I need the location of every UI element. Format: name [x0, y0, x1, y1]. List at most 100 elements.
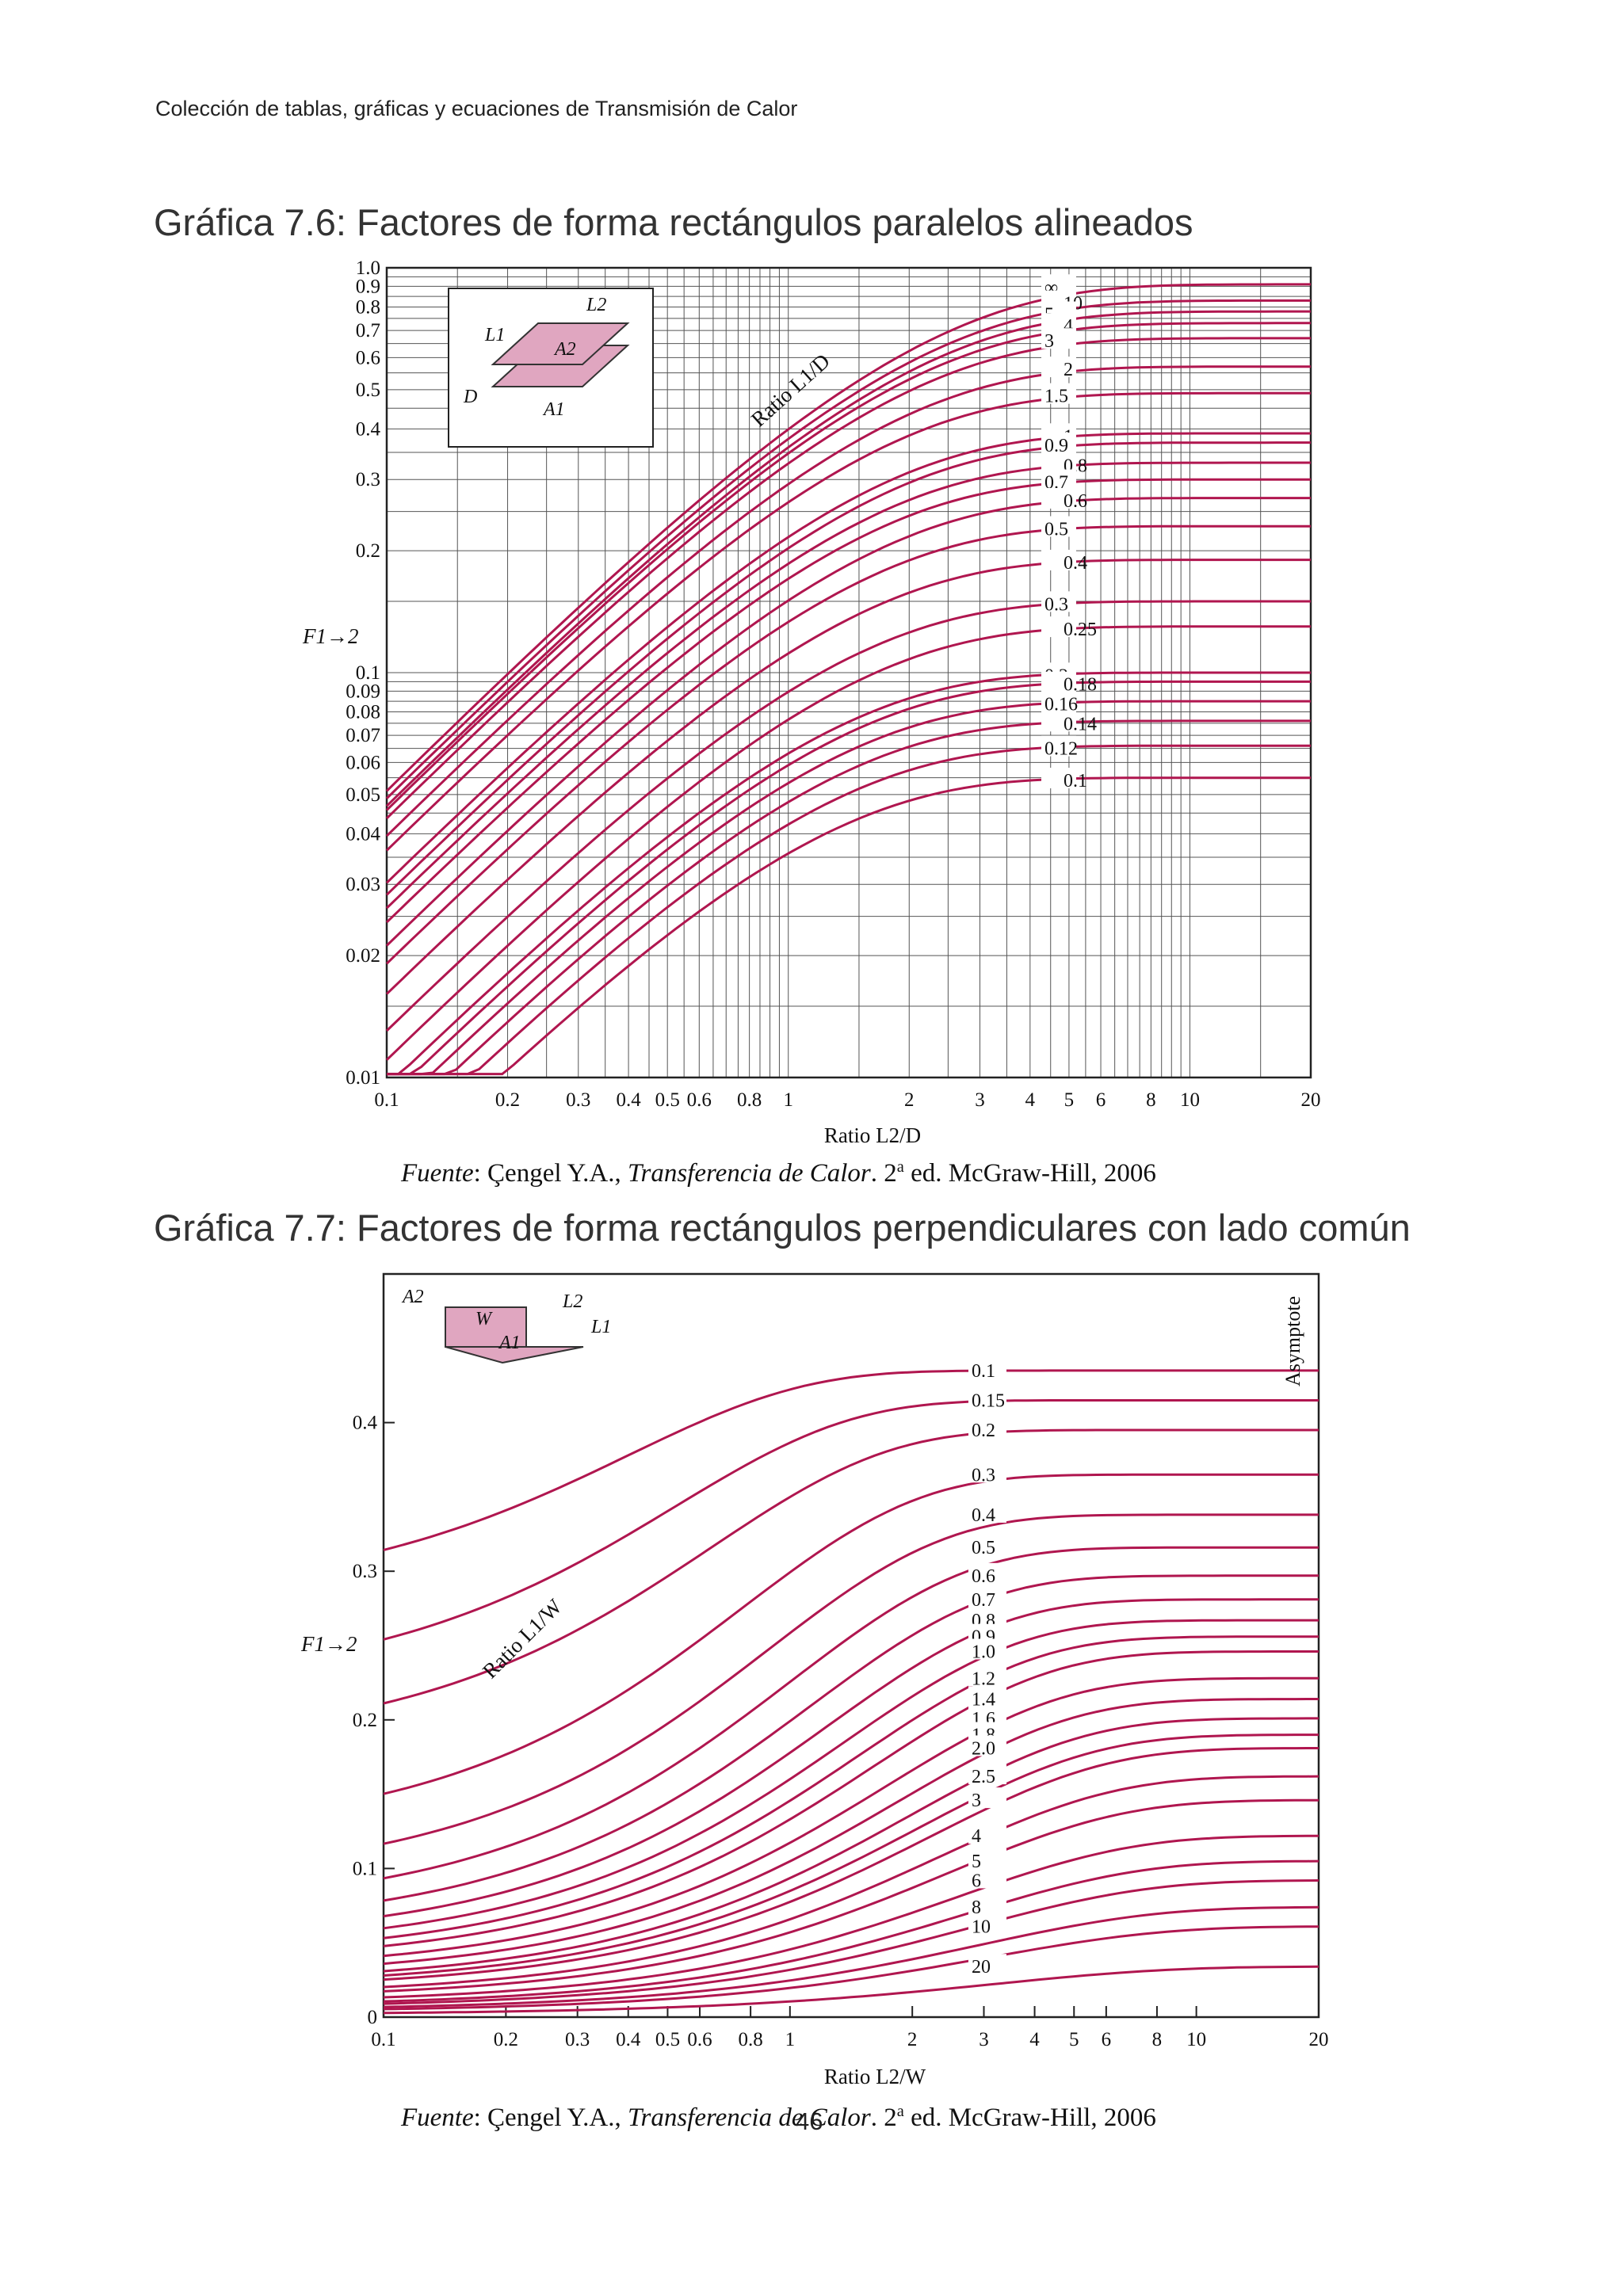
x-tick-label: 3 — [979, 2029, 989, 2050]
series-label-bg — [968, 1387, 1006, 1409]
series-line — [383, 1546, 1319, 1880]
series-label: 0.5 — [1044, 520, 1068, 540]
chart1-title: Gráfica 7.6: Factores de forma rectángul… — [154, 201, 1193, 243]
x-tick-label: 6 — [1096, 1089, 1106, 1111]
series-line — [383, 1650, 1319, 1947]
series-line — [385, 322, 1311, 811]
x-tick-label: 1 — [785, 2029, 796, 2050]
source-rest: ed. McGraw-Hill, 2006 — [903, 1159, 1156, 1188]
y-tick-label: 0.9 — [356, 276, 380, 297]
series-line — [385, 478, 1311, 924]
source-prefix: Fuente — [401, 1159, 474, 1188]
source-author: : Çengel Y.A., — [473, 2103, 628, 2132]
source-book: Transferencia de Calor — [627, 2103, 871, 2132]
series-label: 0.6 — [972, 1566, 995, 1587]
y-tick-label: 0.08 — [346, 702, 380, 723]
series-line — [385, 441, 1311, 896]
x-axis-label: Ratio L2/D — [824, 1123, 921, 1147]
y-tick-label: 1.0 — [356, 257, 380, 279]
page-number: 46 — [796, 2107, 823, 2135]
series-label-bg — [968, 1686, 1006, 1707]
y-tick-label: 0.4 — [356, 418, 381, 440]
series-line — [387, 671, 1311, 1076]
x-tick-label: 0.3 — [565, 2029, 590, 2050]
series-line — [385, 497, 1311, 947]
inset-plate-a1 — [445, 1346, 584, 1364]
series-line — [385, 310, 1311, 807]
series-label-bg — [968, 1913, 1006, 1935]
series-line — [387, 744, 1311, 1076]
series-line — [383, 1965, 1319, 2015]
source-edition: . 2 — [870, 2103, 897, 2132]
x-tick-label: 0.4 — [616, 2029, 641, 2050]
x-tick-label: 0.8 — [737, 1089, 762, 1111]
series-label: 2 — [1064, 360, 1073, 380]
series-line — [385, 432, 1311, 884]
series-label-bg — [968, 1562, 1006, 1584]
x-tick-label: 0.6 — [687, 2029, 712, 2050]
x-tick-label: 20 — [1309, 2029, 1329, 2050]
series-line — [385, 559, 1311, 995]
y-tick-label: 0.09 — [346, 681, 380, 702]
series-label-bg — [1041, 549, 1076, 570]
series-line — [385, 365, 1311, 837]
series-label: 10 — [972, 1917, 991, 1938]
series-line — [383, 1369, 1319, 1551]
x-tick-label: 3 — [975, 1089, 985, 1111]
series-line — [385, 299, 1311, 799]
y-tick-label: 0.01 — [346, 1067, 380, 1089]
series-label: 1.5 — [1044, 387, 1068, 407]
y-tick-label: 0.05 — [346, 784, 380, 806]
series-line — [383, 1635, 1319, 1939]
series-label-bg — [968, 1665, 1006, 1687]
inset-label-a2: A2 — [553, 339, 576, 360]
y-tick-label: 0.07 — [346, 725, 380, 746]
series-label-bg — [968, 1764, 1006, 1785]
series-label-bg — [968, 1735, 1006, 1756]
series-line — [385, 337, 1311, 819]
series-label-bg — [968, 1787, 1006, 1809]
y-tick-label: 0.03 — [346, 874, 380, 895]
y-tick-label: 0.4 — [353, 1413, 378, 1434]
series-line — [387, 680, 1311, 1076]
x-tick-label: 2 — [907, 2029, 918, 2050]
series-label: 4 — [972, 1826, 981, 1847]
series-label-bg — [968, 1417, 1006, 1438]
series-label-bg — [1041, 768, 1076, 789]
series-label-bg — [1041, 671, 1076, 692]
series-label-bg — [1041, 357, 1076, 378]
series-label: 0.15 — [972, 1390, 1005, 1411]
y-tick-label: 0.1 — [356, 662, 380, 684]
series-line — [387, 776, 1311, 1076]
series-line — [383, 1859, 1319, 2003]
series-label: 0.14 — [1064, 714, 1097, 734]
series-line — [383, 1676, 1319, 1958]
source-edition-sup: a — [896, 1158, 904, 1176]
series-label: 0.3 — [972, 1465, 995, 1486]
series-label: 1.0 — [972, 1642, 995, 1663]
series-label: 0.1 — [972, 1361, 995, 1382]
series-label: 2.5 — [972, 1767, 995, 1787]
series-label-bg — [968, 1501, 1006, 1523]
series-label: 0.1 — [1064, 771, 1087, 791]
chart2-source: Fuente: Çengel Y.A., Transferencia de Ca… — [401, 2103, 1156, 2133]
series-line — [383, 1698, 1319, 1966]
series-label: 0.12 — [1044, 739, 1078, 760]
x-tick-label: 0.2 — [495, 1089, 520, 1111]
series-label-bg — [968, 1357, 1006, 1379]
y-tick-label: 0.04 — [346, 823, 380, 845]
series-label-bg — [1041, 383, 1076, 404]
source-edition: . 2 — [870, 1159, 897, 1188]
series-label: 0.3 — [1044, 594, 1068, 615]
series-line — [385, 391, 1311, 852]
series-line — [383, 1905, 1319, 2008]
x-axis-label: Ratio L2/W — [824, 2065, 926, 2088]
series-line — [387, 719, 1311, 1076]
series-line — [383, 1598, 1319, 1918]
series-label: 6 — [972, 1871, 981, 1891]
y-tick-label: 0.7 — [356, 320, 380, 341]
chart2-inset: A2 WA1 L2 L1 — [401, 1287, 611, 1364]
series-label-bg — [1041, 591, 1076, 612]
y-axis-label: F1→2 — [300, 1632, 357, 1656]
